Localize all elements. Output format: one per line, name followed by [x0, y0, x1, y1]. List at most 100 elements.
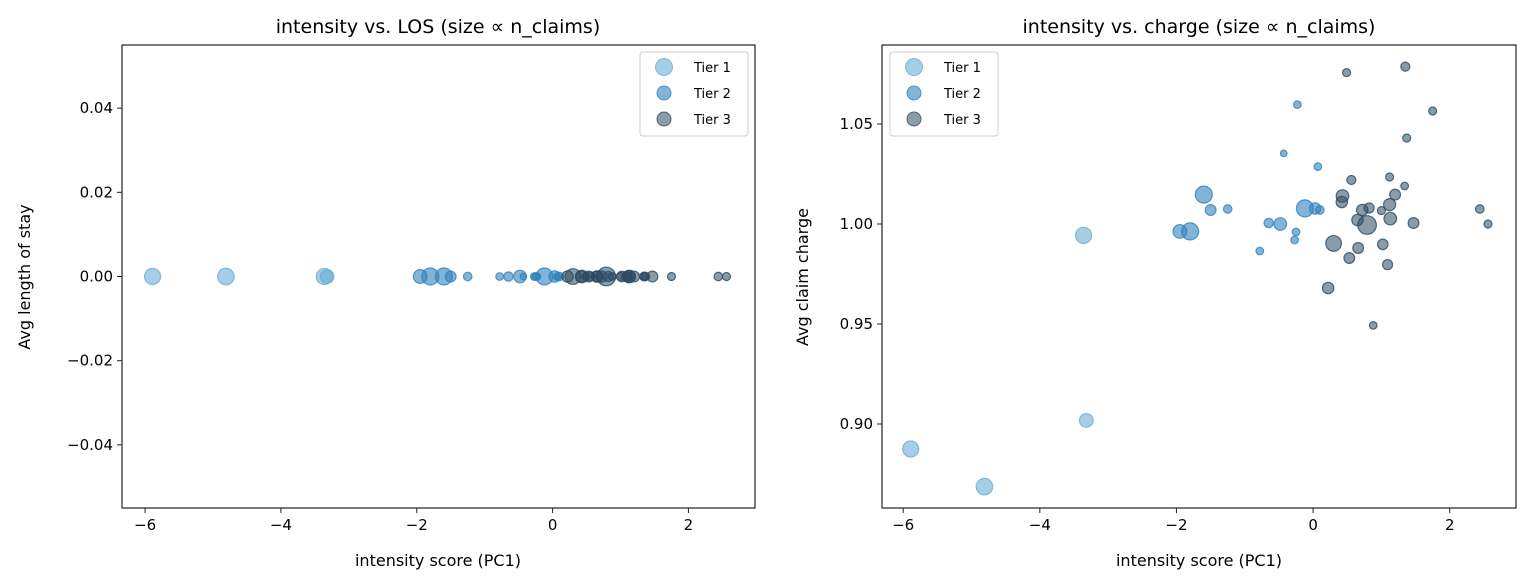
legend-label: Tier 3 [943, 113, 981, 128]
data-point-tier-2 [1263, 217, 1274, 229]
x-tick-label: 0 [548, 516, 558, 534]
x-tick-label: 2 [684, 516, 694, 534]
data-point-tier-3 [1376, 206, 1386, 216]
data-point-tier-3 [639, 272, 649, 281]
data-point-tier-2 [1292, 100, 1302, 110]
data-point-tier-1 [217, 267, 235, 286]
data-point-tier-3 [1483, 219, 1493, 229]
data-point-tier-3 [1346, 174, 1357, 186]
chart-title: intensity vs. LOS (size ∝ n_claims) [276, 16, 601, 38]
data-point-tier-1 [1078, 412, 1094, 428]
data-point-tier-3 [1335, 195, 1349, 209]
data-point-tier-2 [1194, 185, 1213, 204]
left-chart: intensity vs. LOS (size ∝ n_claims) inte… [15, 16, 756, 570]
data-point-tier-3 [1357, 215, 1377, 235]
data-point-tier-3 [1389, 188, 1402, 201]
data-point-tier-3 [1341, 68, 1352, 78]
legend-label: Tier 1 [943, 61, 981, 76]
y-tick-label: 0.04 [80, 99, 113, 117]
legend: Tier 1 Tier 2 Tier 3 [639, 51, 749, 137]
legend-marker-tier-3 [656, 111, 672, 127]
x-tick-label: −4 [1029, 516, 1051, 534]
data-point-tier-2 [1204, 204, 1217, 216]
data-point-tier-3 [1363, 202, 1375, 214]
data-point-tier-2 [513, 269, 527, 284]
data-point-tier-2 [529, 272, 539, 281]
x-tick-label: 2 [1445, 516, 1455, 534]
x-tick-label: −4 [270, 516, 292, 534]
legend: Tier 1 Tier 2 Tier 3 [889, 51, 999, 137]
legend-marker-tier-2 [906, 85, 922, 101]
data-point-tier-3 [1402, 133, 1412, 143]
data-point-tier-3 [1383, 211, 1398, 226]
data-point-tier-2 [1222, 204, 1233, 214]
legend-label: Tier 2 [693, 87, 731, 102]
data-point-tier-3 [1352, 242, 1365, 254]
data-point-tier-3 [582, 270, 595, 283]
data-point-tier-3 [1382, 197, 1397, 212]
y-tick-label: 1.00 [840, 215, 873, 233]
data-point-tier-3 [561, 270, 574, 283]
data-point-tier-1 [975, 477, 994, 496]
data-point-tier-3 [1376, 238, 1389, 251]
y-tick-label: −0.04 [67, 436, 113, 454]
data-point-tier-3 [721, 271, 732, 282]
legend-label: Tier 2 [943, 87, 981, 102]
data-point-tier-2 [421, 267, 440, 286]
data-point-tier-2 [1291, 227, 1301, 237]
data-point-tier-3 [1474, 204, 1485, 214]
x-tick-label: 0 [1308, 516, 1318, 534]
data-point-tier-3 [713, 271, 724, 282]
data-point-tier-2 [444, 270, 457, 283]
data-point-tier-1 [902, 440, 920, 458]
data-point-tier-3 [1381, 258, 1394, 271]
data-point-tier-2 [495, 272, 505, 281]
data-point-tier-3 [607, 272, 617, 281]
legend-marker-tier-1 [905, 58, 923, 76]
data-point-tier-3 [1428, 106, 1438, 116]
data-point-tier-2 [1315, 205, 1325, 215]
data-point-tier-3 [1407, 217, 1420, 229]
x-axis-label: intensity score (PC1) [355, 551, 521, 570]
y-axis-label: Avg claim charge [793, 208, 812, 346]
axes-frame [881, 44, 1517, 509]
x-tick-label: −2 [1165, 516, 1187, 534]
data-point-tier-2 [1273, 217, 1288, 231]
right-chart: intensity vs. charge (size ∝ n_claims) i… [793, 16, 1517, 570]
legend-label: Tier 1 [693, 61, 731, 76]
data-point-tier-3 [1400, 61, 1411, 72]
data-point-tier-2 [1279, 149, 1288, 158]
y-tick-label: −0.02 [67, 352, 113, 370]
y-tick-label: 0.95 [840, 315, 873, 333]
data-point-tier-3 [1385, 172, 1395, 182]
y-tick-label: 0.00 [80, 268, 113, 286]
legend-label: Tier 3 [693, 113, 731, 128]
y-tick-label: 1.05 [840, 115, 873, 133]
legend-marker-tier-1 [655, 58, 673, 76]
x-tick-label: −2 [406, 516, 428, 534]
y-axis-label: Avg length of stay [15, 204, 34, 349]
data-point-tier-3 [1368, 320, 1378, 330]
x-tick-label: −6 [892, 516, 914, 534]
data-point-tier-2 [1290, 235, 1300, 245]
x-axis-label: intensity score (PC1) [1116, 551, 1282, 570]
legend-marker-tier-2 [656, 85, 672, 101]
y-tick-label: 0.90 [840, 415, 873, 433]
chart-title: intensity vs. charge (size ∝ n_claims) [1023, 16, 1376, 38]
data-point-tier-3 [666, 271, 677, 282]
data-point-tier-3 [646, 270, 659, 283]
data-point-tier-2 [503, 271, 514, 282]
y-tick-label: 0.02 [80, 183, 113, 201]
data-point-tier-3 [1343, 252, 1356, 264]
data-point-tier-2 [1313, 162, 1323, 172]
legend-marker-tier-3 [906, 111, 922, 127]
data-point-tier-3 [1321, 281, 1335, 295]
data-point-tier-1 [143, 267, 162, 286]
data-point-tier-3 [621, 270, 633, 283]
data-point-tier-2 [1181, 222, 1200, 241]
data-point-tier-3 [1400, 181, 1410, 191]
data-point-tier-1 [319, 269, 335, 284]
data-point-tier-2 [462, 271, 473, 282]
data-point-tier-1 [1074, 226, 1093, 245]
